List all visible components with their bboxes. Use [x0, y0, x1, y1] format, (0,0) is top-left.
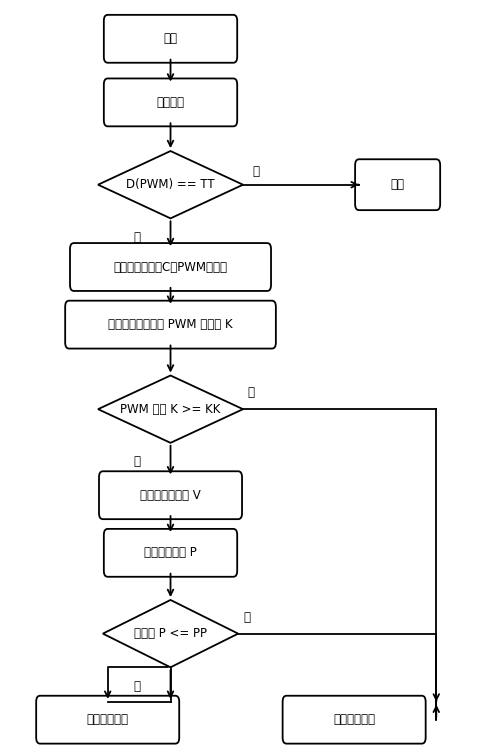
Text: 开始: 开始 — [163, 32, 177, 45]
Text: 是: 是 — [133, 231, 140, 243]
Text: 执行大锅程序: 执行大锅程序 — [333, 713, 375, 726]
Text: 计算单位电流对应 PWM 的比率 K: 计算单位电流对应 PWM 的比率 K — [108, 318, 233, 331]
Text: D(PWM) == TT: D(PWM) == TT — [126, 178, 215, 192]
Polygon shape — [103, 600, 238, 668]
FancyBboxPatch shape — [104, 78, 237, 126]
FancyBboxPatch shape — [283, 695, 426, 743]
FancyBboxPatch shape — [104, 15, 237, 63]
Text: 功率值 P <= PP: 功率值 P <= PP — [134, 627, 207, 640]
Polygon shape — [98, 151, 243, 219]
Text: 读取当前电压值 V: 读取当前电压值 V — [140, 489, 201, 502]
Text: 功率启动: 功率启动 — [156, 96, 185, 109]
FancyBboxPatch shape — [70, 243, 271, 291]
Text: 执行小锅程序: 执行小锅程序 — [87, 713, 129, 726]
FancyBboxPatch shape — [355, 159, 440, 210]
Text: 否: 否 — [243, 611, 250, 623]
FancyBboxPatch shape — [65, 300, 276, 348]
Text: 否: 否 — [248, 386, 255, 400]
Polygon shape — [98, 376, 243, 443]
Text: 否: 否 — [253, 164, 260, 178]
Text: PWM 比率 K >= KK: PWM 比率 K >= KK — [121, 403, 221, 415]
FancyBboxPatch shape — [104, 529, 237, 577]
Text: 结束: 结束 — [391, 178, 405, 192]
FancyBboxPatch shape — [36, 695, 179, 743]
Text: 是: 是 — [133, 680, 140, 692]
Text: 读取当前电流值C和PWM占空比: 读取当前电流值C和PWM占空比 — [114, 261, 227, 273]
Text: 计算当前功率 P: 计算当前功率 P — [144, 546, 197, 559]
FancyBboxPatch shape — [99, 472, 242, 519]
Text: 是: 是 — [133, 455, 140, 468]
